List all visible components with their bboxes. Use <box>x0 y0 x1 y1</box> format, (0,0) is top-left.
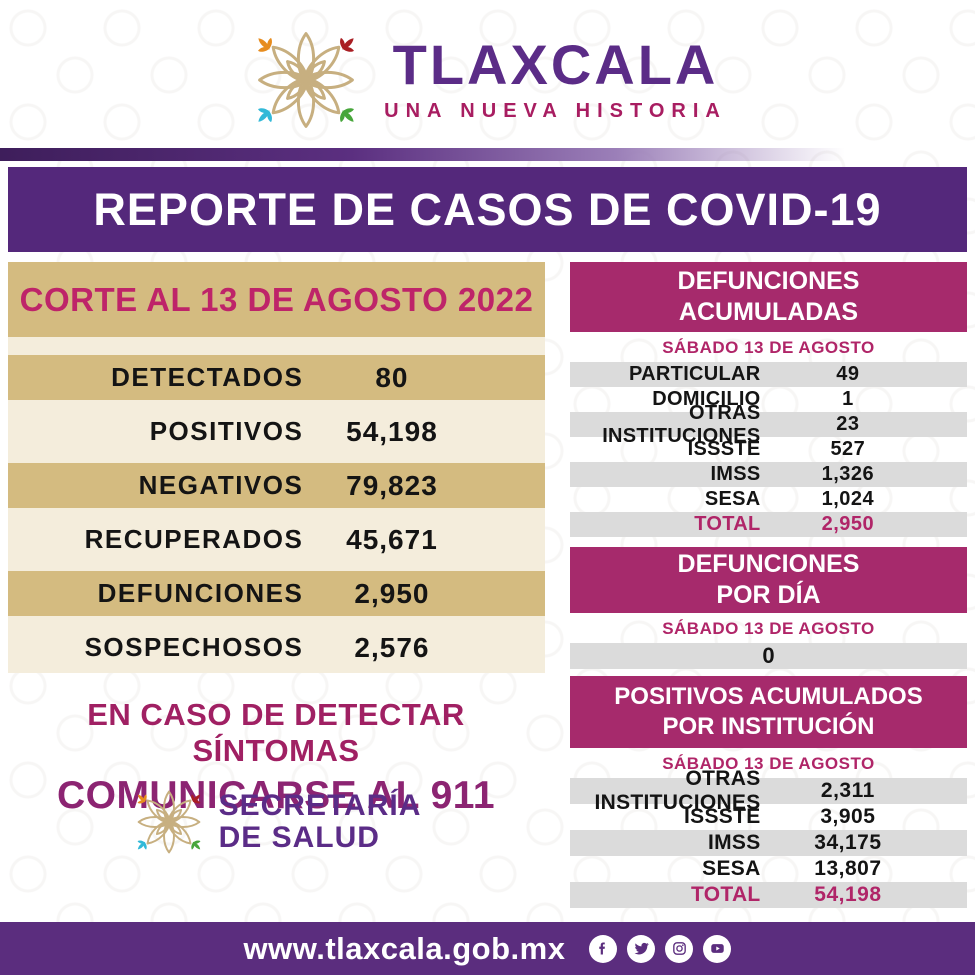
table-row: SESA 1,024 <box>570 487 967 512</box>
row-label: RECUPERADOS <box>84 524 304 554</box>
row-label: DOMICILIO <box>652 388 761 410</box>
row-label: TOTAL <box>694 513 761 535</box>
row-label: ISSSTE <box>687 438 761 460</box>
row-value: 3,905 <box>820 805 876 828</box>
row-label: DEFUNCIONES <box>97 578 304 608</box>
table-row: OTRAS INSTITUCIONES 2,311 <box>570 767 967 814</box>
social-links <box>589 934 732 963</box>
positives-by-institution-table: OTRAS INSTITUCIONES 2,311 ISSSTE 3,905 IMSS 3… <box>570 767 967 908</box>
row-value: 45,671 <box>346 523 438 555</box>
table-row: SESA 13,807 <box>570 856 967 882</box>
table-row: PARTICULAR 49 <box>570 362 967 387</box>
deaths-per-day-value: 0 <box>570 643 967 669</box>
positives-by-institution-banner: POSITIVOS ACUMULADOS POR INSTITUCIÓN <box>570 676 967 748</box>
row-label: NEGATIVOS <box>138 470 304 500</box>
row-label: IMSS <box>708 831 761 854</box>
row-value: 54,198 <box>346 415 438 447</box>
youtube-icon[interactable] <box>703 934 732 963</box>
emergency-notice: EN CASO DE DETECTAR SÍNTOMAS COMUNICARSE… <box>0 697 552 818</box>
row-label: TOTAL <box>691 883 761 906</box>
cases-summary-table: DETECTADOS 80 POSITIVOS 54,198 NEGATIVOS 79,8… <box>8 355 545 670</box>
row-label: SESA <box>704 488 761 510</box>
brand-tagline: UNA NUEVA HISTORIA <box>384 100 727 122</box>
row-value: 2,950 <box>354 577 430 609</box>
footer-bar: www.tlaxcala.gob.mx <box>0 922 975 975</box>
report-title-banner: REPORTE DE CASOS DE COVID-19 <box>8 167 967 252</box>
health-secretary-name: SECRETARÍA DE SALUD <box>218 788 422 855</box>
health-secretary-logo: SECRETARÍA DE SALUD <box>0 784 552 860</box>
table-row: IMSS 34,175 <box>570 830 967 856</box>
deaths-accumulated-date: SÁBADO 13 DE AGOSTO <box>662 338 875 357</box>
table-row: ISSSTE 527 <box>570 437 967 462</box>
row-value: 2,311 <box>820 779 875 802</box>
table-row: ISSSTE 3,905 <box>570 804 967 830</box>
row-value: 527 <box>830 438 866 460</box>
row-value: 13,807 <box>814 857 882 880</box>
cutoff-date-header: CORTE AL 13 DE AGOSTO 2022 <box>8 262 545 337</box>
deaths-accumulated-table: PARTICULAR 49 DOMICILIO 1 OTRAS INSTITUCIONE… <box>570 362 967 537</box>
row-value: 1,024 <box>821 488 875 510</box>
website-link[interactable]: www.tlaxcala.gob.mx <box>243 930 566 966</box>
row-label: POSITIVOS <box>149 416 304 446</box>
instagram-icon[interactable] <box>665 934 694 963</box>
state-header: TLAXCALA UNA NUEVA HISTORIA <box>0 22 975 138</box>
row-label: DETECTADOS <box>111 362 304 392</box>
cases-summary-panel: CORTE AL 13 DE AGOSTO 2022 DETECTADOS 80 P… <box>8 262 545 673</box>
row-value: 1 <box>842 388 854 410</box>
table-row: POSITIVOS 54,198 <box>8 409 545 454</box>
brand-title: TLAXCALA <box>392 33 719 96</box>
row-value: 54,198 <box>814 883 882 906</box>
table-row: NEGATIVOS 79,823 <box>8 463 545 508</box>
facebook-icon[interactable] <box>589 934 618 963</box>
row-label: ISSSTE <box>684 805 761 828</box>
table-row: TOTAL 54,198 <box>570 882 967 908</box>
row-value: 79,823 <box>346 469 438 501</box>
row-value: 49 <box>836 363 860 385</box>
notice-line1: EN CASO DE DETECTAR SÍNTOMAS <box>87 697 465 768</box>
salud-flower-icon <box>131 784 207 860</box>
row-label: SESA <box>702 857 761 880</box>
table-row: RECUPERADOS 45,671 <box>8 517 545 562</box>
deaths-per-day-date: SÁBADO 13 DE AGOSTO <box>662 619 875 638</box>
gradient-divider <box>0 148 880 161</box>
table-row: DOMICILIO 1 <box>570 387 967 412</box>
positives-by-institution-date: SÁBADO 13 DE AGOSTO <box>662 754 875 773</box>
salud-line1: SECRETARÍA <box>218 788 422 822</box>
row-value: 34,175 <box>814 831 882 854</box>
row-label: PARTICULAR <box>629 363 761 385</box>
twitter-icon[interactable] <box>627 934 656 963</box>
deaths-accumulated-banner: DEFUNCIONES ACUMULADAS <box>570 262 967 332</box>
row-label: IMSS <box>710 463 761 485</box>
table-row: SOSPECHOSOS 2,576 <box>8 625 545 670</box>
table-row: DEFUNCIONES 2,950 <box>8 571 545 616</box>
deaths-per-day-banner: DEFUNCIONES POR DÍA <box>570 547 967 613</box>
table-row: TOTAL 2,950 <box>570 512 967 537</box>
row-value: 1,326 <box>821 463 875 485</box>
notice-line2: COMUNICARSE AL 911 <box>56 774 496 817</box>
row-label: SOSPECHOSOS <box>84 632 304 662</box>
row-value: 2,576 <box>354 631 430 663</box>
table-row: DETECTADOS 80 <box>8 355 545 400</box>
table-row: IMSS 1,326 <box>570 462 967 487</box>
row-label: OTRAS INSTITUCIONES <box>594 767 761 814</box>
row-value: 80 <box>375 361 409 393</box>
tlaxcala-flower-icon <box>248 22 364 138</box>
salud-line2: DE SALUD <box>218 821 380 854</box>
table-row: OTRAS INSTITUCIONES 23 <box>570 402 967 447</box>
row-value: 23 <box>836 413 860 435</box>
row-label: OTRAS INSTITUCIONES <box>602 401 761 447</box>
institution-stats-panel: DEFUNCIONES ACUMULADAS SÁBADO 13 DE AGOS… <box>570 262 967 908</box>
row-value: 2,950 <box>821 513 875 535</box>
brand-block: TLAXCALA UNA NUEVA HISTORIA <box>384 37 727 123</box>
